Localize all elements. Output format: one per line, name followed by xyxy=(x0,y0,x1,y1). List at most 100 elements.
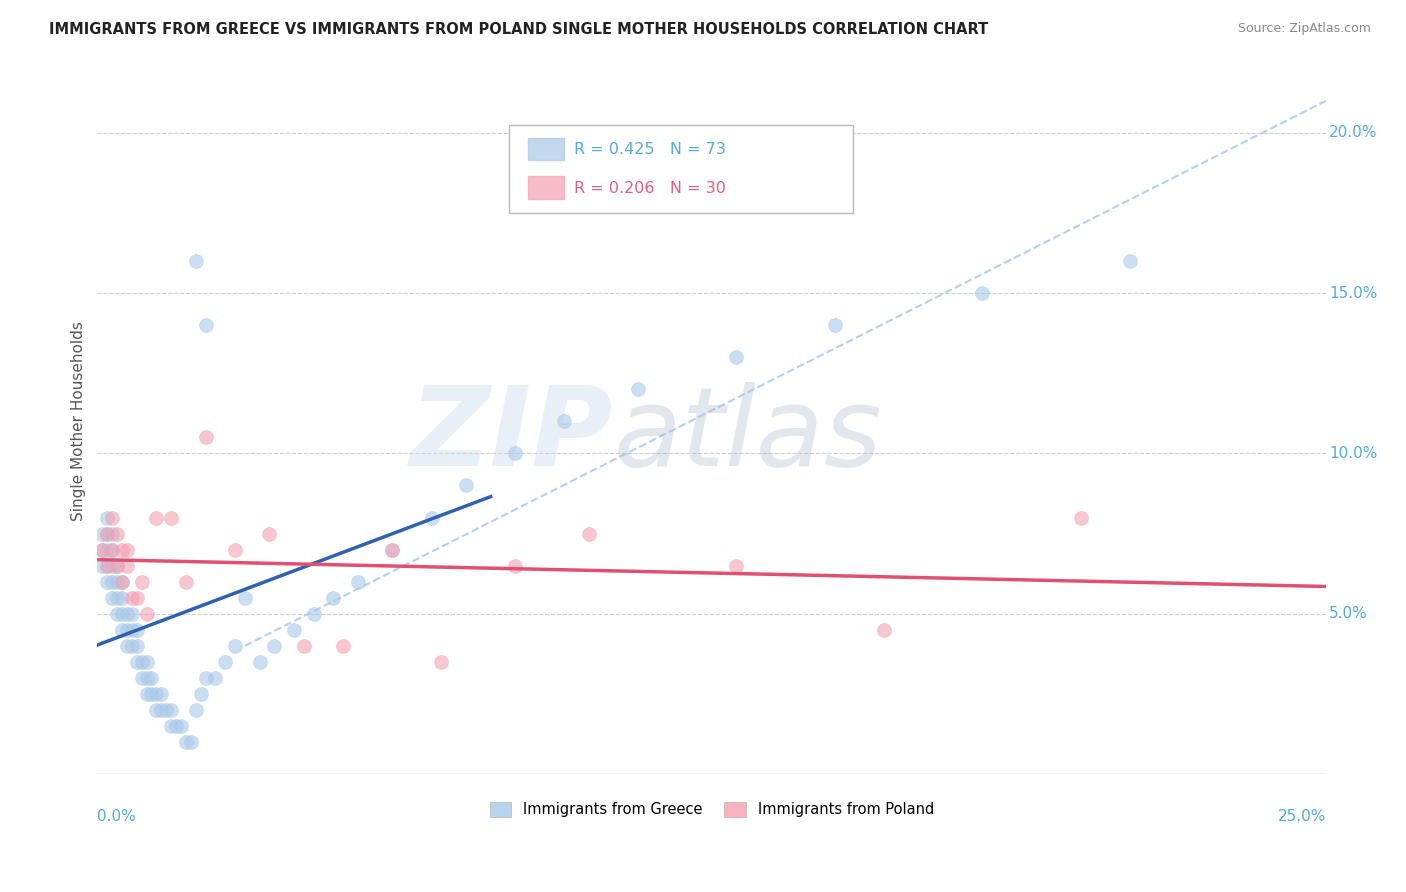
Point xyxy=(725,350,748,364)
Point xyxy=(96,542,118,557)
Point xyxy=(121,591,143,605)
Point xyxy=(96,526,118,541)
Point xyxy=(150,703,173,717)
Point xyxy=(347,574,370,589)
Point xyxy=(503,558,526,573)
Point xyxy=(170,719,193,733)
Text: 15.0%: 15.0% xyxy=(1329,285,1378,301)
Point xyxy=(121,623,143,637)
Point xyxy=(224,639,246,653)
Point xyxy=(101,558,124,573)
Point xyxy=(184,703,207,717)
Point xyxy=(135,607,157,621)
Point xyxy=(96,558,118,573)
Point xyxy=(115,607,138,621)
Point xyxy=(91,542,114,557)
Point xyxy=(121,639,143,653)
Point xyxy=(105,591,128,605)
Point xyxy=(105,574,128,589)
Point xyxy=(627,382,650,396)
Point xyxy=(155,703,177,717)
Point xyxy=(115,639,138,653)
Point xyxy=(190,687,212,701)
Point xyxy=(204,671,226,685)
Point xyxy=(105,526,128,541)
Point xyxy=(121,607,143,621)
Point xyxy=(160,703,183,717)
Point xyxy=(553,414,575,428)
Point xyxy=(824,318,846,332)
Point xyxy=(125,623,148,637)
Point xyxy=(101,542,124,557)
Point xyxy=(91,526,114,541)
Point xyxy=(131,671,153,685)
Point xyxy=(283,623,305,637)
Point xyxy=(180,735,202,749)
Point xyxy=(96,558,118,573)
Point xyxy=(1070,510,1092,524)
Point xyxy=(135,655,157,669)
Point xyxy=(101,526,124,541)
Point xyxy=(125,591,148,605)
Text: 20.0%: 20.0% xyxy=(1329,125,1378,140)
Point xyxy=(249,655,271,669)
Point xyxy=(101,510,124,524)
Point xyxy=(420,510,443,524)
Point xyxy=(111,574,134,589)
Point xyxy=(101,542,124,557)
Point xyxy=(105,558,128,573)
Point xyxy=(503,446,526,460)
Point xyxy=(135,671,157,685)
Point xyxy=(96,510,118,524)
Point xyxy=(381,542,404,557)
Point xyxy=(194,430,217,444)
Point xyxy=(141,687,163,701)
Point xyxy=(135,687,157,701)
Point xyxy=(381,542,404,557)
Point xyxy=(111,542,134,557)
Point xyxy=(1119,254,1142,268)
Text: 5.0%: 5.0% xyxy=(1329,607,1368,621)
Point xyxy=(145,703,167,717)
Point xyxy=(430,655,453,669)
Y-axis label: Single Mother Households: Single Mother Households xyxy=(72,321,86,521)
Point xyxy=(972,286,994,301)
Point xyxy=(160,719,183,733)
Point xyxy=(322,591,344,605)
Text: atlas: atlas xyxy=(613,382,882,489)
Point xyxy=(141,671,163,685)
Text: 10.0%: 10.0% xyxy=(1329,446,1378,461)
Point xyxy=(111,607,134,621)
Point xyxy=(145,510,167,524)
Point xyxy=(725,558,748,573)
Point xyxy=(115,558,138,573)
FancyBboxPatch shape xyxy=(527,137,564,161)
Point xyxy=(263,639,285,653)
Point xyxy=(111,574,134,589)
Point xyxy=(194,671,217,685)
Point xyxy=(184,254,207,268)
Point xyxy=(259,526,281,541)
Point xyxy=(111,623,134,637)
Point xyxy=(150,687,173,701)
Point xyxy=(174,735,197,749)
Point xyxy=(131,574,153,589)
Text: IMMIGRANTS FROM GREECE VS IMMIGRANTS FROM POLAND SINGLE MOTHER HOUSEHOLDS CORREL: IMMIGRANTS FROM GREECE VS IMMIGRANTS FRO… xyxy=(49,22,988,37)
Point xyxy=(332,639,354,653)
Text: 0.0%: 0.0% xyxy=(97,809,136,824)
Point xyxy=(125,655,148,669)
Point xyxy=(115,542,138,557)
Point xyxy=(91,558,114,573)
Point xyxy=(91,542,114,557)
Point xyxy=(224,542,246,557)
Point xyxy=(115,623,138,637)
Point xyxy=(101,591,124,605)
Point xyxy=(101,574,124,589)
Point xyxy=(145,687,167,701)
Point xyxy=(105,558,128,573)
Legend: Immigrants from Greece, Immigrants from Poland: Immigrants from Greece, Immigrants from … xyxy=(484,797,941,823)
Point xyxy=(214,655,236,669)
Point xyxy=(96,574,118,589)
Text: R = 0.425   N = 73: R = 0.425 N = 73 xyxy=(574,142,725,157)
Text: Source: ZipAtlas.com: Source: ZipAtlas.com xyxy=(1237,22,1371,36)
